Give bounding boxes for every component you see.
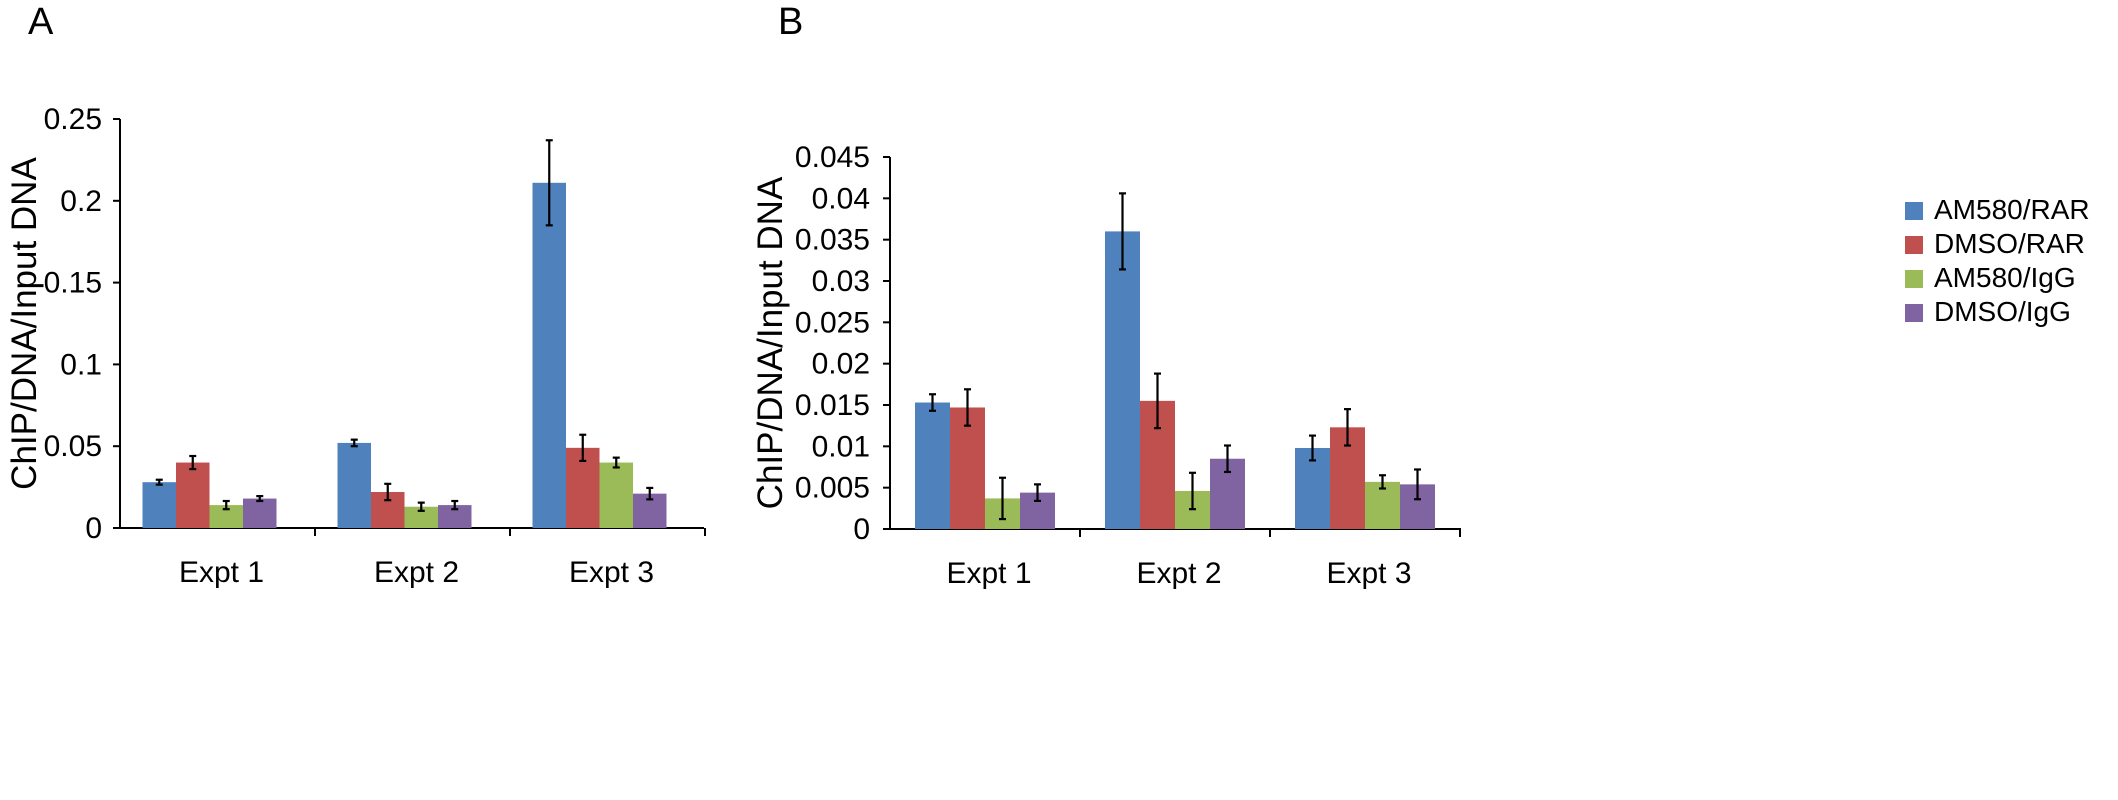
- y-tick-label: 0: [853, 513, 870, 546]
- y-tick-label: 0.005: [795, 472, 870, 505]
- bar-dmso-igg: [243, 498, 277, 528]
- y-tick-label: 0: [85, 512, 102, 545]
- y-tick-label: 0.03: [812, 265, 870, 298]
- y-tick-label: 0.01: [812, 430, 870, 463]
- bar-am580-igg: [1365, 481, 1400, 529]
- bar-am580-igg: [599, 462, 633, 528]
- y-axis-title: ChIP/DNA/Input DNA: [5, 157, 44, 490]
- legend-label: AM580/RAR: [1934, 194, 2090, 225]
- legend-swatch: [1905, 304, 1923, 322]
- bar-am580-rar: [1105, 231, 1140, 529]
- bar-am580-rar: [337, 442, 371, 528]
- y-tick-label: 0.2: [60, 185, 102, 218]
- bar-am580-igg: [209, 505, 243, 528]
- y-tick-label: 0.045: [795, 141, 870, 174]
- x-category-label: Expt 1: [179, 556, 264, 589]
- x-category-label: Expt 3: [569, 556, 654, 589]
- panel-letter: B: [778, 1, 803, 43]
- legend-label: DMSO/RAR: [1934, 228, 2085, 259]
- legend-swatch: [1905, 236, 1923, 254]
- y-tick-label: 0.04: [812, 182, 870, 215]
- bar-am580-rar: [532, 182, 566, 528]
- x-category-label: Expt 3: [1326, 557, 1411, 590]
- legend-swatch: [1905, 270, 1923, 288]
- bar-dmso-igg: [438, 505, 472, 528]
- bar-dmso-rar: [176, 462, 210, 528]
- x-category-label: Expt 1: [946, 557, 1031, 590]
- bar-dmso-rar: [950, 407, 985, 529]
- x-category-label: Expt 2: [374, 556, 459, 589]
- legend-label: AM580/IgG: [1934, 262, 2076, 293]
- y-axis-title: ChIP/DNA/Input DNA: [751, 176, 790, 509]
- y-tick-label: 0.25: [44, 103, 102, 136]
- bar-am580-igg: [404, 506, 438, 528]
- y-tick-label: 0.035: [795, 224, 870, 257]
- legend-label: DMSO/IgG: [1934, 296, 2071, 327]
- y-tick-label: 0.15: [44, 267, 102, 300]
- y-tick-label: 0.1: [60, 348, 102, 381]
- y-tick-label: 0.015: [795, 389, 870, 422]
- bar-am580-rar: [915, 402, 950, 529]
- x-category-label: Expt 2: [1136, 557, 1221, 590]
- y-tick-label: 0.05: [44, 430, 102, 463]
- bar-am580-rar: [1295, 447, 1330, 529]
- bar-am580-rar: [142, 482, 176, 528]
- panel-b-chart: B 0 0.005 0.01 0.015 0.02 0.025 0.03 0.035 0.04 0.…: [751, 1, 1461, 590]
- y-tick-label: 0.02: [812, 348, 870, 381]
- legend-swatch: [1905, 202, 1923, 220]
- panel-letter: A: [28, 1, 54, 43]
- y-tick-label: 0.025: [795, 306, 870, 339]
